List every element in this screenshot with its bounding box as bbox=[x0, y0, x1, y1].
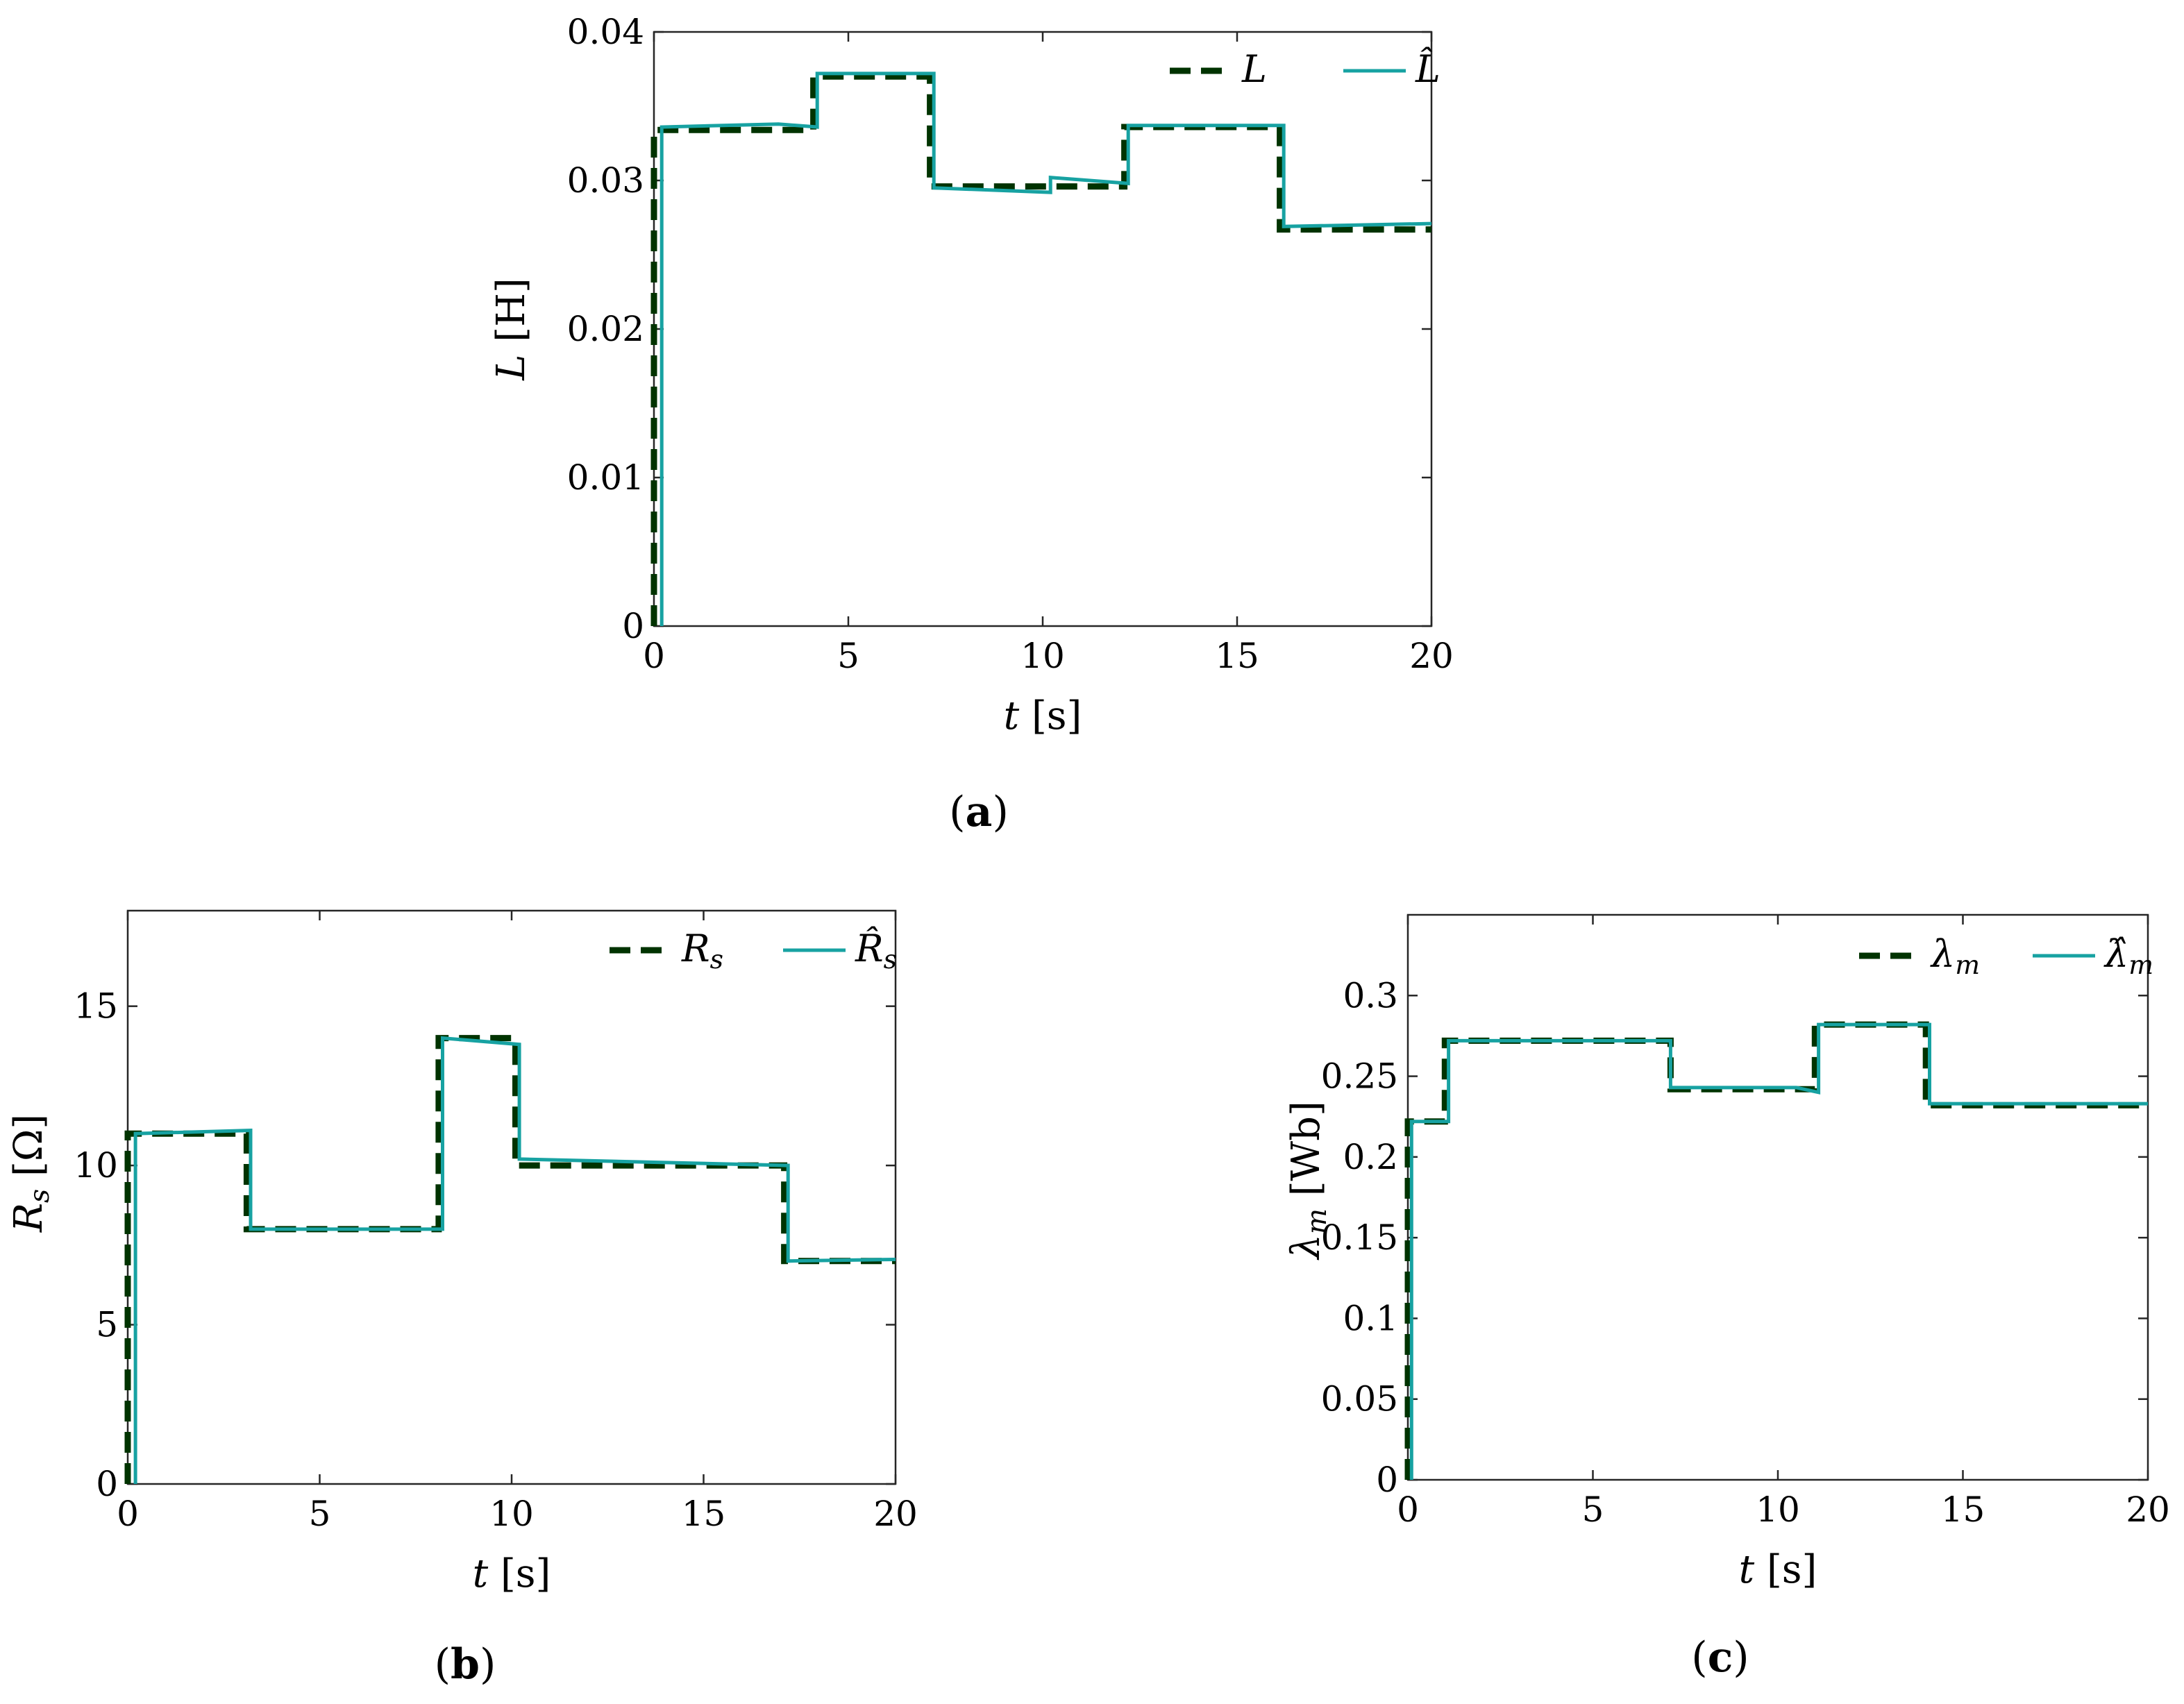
series-line-true bbox=[650, 73, 1431, 626]
y-tick-label: 0.05 bbox=[1321, 1379, 1398, 1419]
y-tick-label: 0.03 bbox=[567, 160, 644, 201]
y-tick-label: 0.1 bbox=[1343, 1298, 1398, 1338]
series-line-estimate bbox=[133, 1036, 896, 1484]
panel-caption: (b) bbox=[435, 1640, 496, 1689]
plot-frame bbox=[1406, 913, 2149, 1481]
x-tick-label: 15 bbox=[1941, 1490, 1985, 1530]
chart-2: 0 5 10 15 20 0 5 10 15 Rs R̂s t [s] Rs [Ω] (b) bbox=[6, 909, 918, 1689]
legend-label: λm bbox=[1930, 932, 1980, 980]
plot-frame bbox=[126, 909, 897, 1485]
y-tick-label: 5 bbox=[96, 1305, 118, 1345]
x-tick-label: 20 bbox=[873, 1494, 918, 1534]
legend-label: L̂ bbox=[1415, 47, 1440, 91]
x-tick-label: 5 bbox=[309, 1494, 331, 1534]
x-tick-label: 10 bbox=[489, 1494, 534, 1534]
y-tick-label: 10 bbox=[74, 1145, 118, 1186]
chart-3: 0 5 10 15 20 0 0.05 0.1 0.15 0.2 0.25 0.3 λm λ̂m t [s]… bbox=[1284, 913, 2170, 1682]
series-line-estimate bbox=[660, 71, 1432, 626]
x-tick-label: 15 bbox=[682, 1494, 726, 1534]
y-tick-label: 0 bbox=[1376, 1460, 1398, 1500]
y-tick-label: 0.25 bbox=[1321, 1056, 1398, 1097]
x-tick-label: 10 bbox=[1020, 636, 1065, 676]
legend: Rs R̂s bbox=[610, 926, 897, 975]
legend: λm λ̂m bbox=[1859, 932, 2153, 980]
y-tick-label: 0.01 bbox=[567, 457, 644, 498]
y-tick-label: 0.2 bbox=[1343, 1137, 1398, 1177]
y-tick-label: 0.15 bbox=[1321, 1217, 1398, 1258]
y-tick-label: 0 bbox=[96, 1464, 118, 1504]
x-tick-label: 15 bbox=[1215, 636, 1259, 676]
x-tick-label: 20 bbox=[1409, 636, 1454, 676]
x-tick-label: 5 bbox=[1582, 1490, 1604, 1530]
y-axis-label: L [H] bbox=[489, 278, 534, 381]
y-tick-label: 0 bbox=[622, 606, 644, 646]
x-tick-label: 0 bbox=[643, 636, 665, 676]
y-tick-label: 15 bbox=[74, 986, 118, 1027]
legend-label: λ̂m bbox=[2103, 932, 2153, 980]
series-line-true bbox=[124, 1035, 896, 1484]
panel-caption: (a) bbox=[949, 788, 1009, 836]
x-axis-label: t [s] bbox=[473, 1551, 551, 1596]
y-tick-label: 0.3 bbox=[1343, 975, 1398, 1015]
panel-caption: (c) bbox=[1691, 1633, 1749, 1682]
x-tick-label: 0 bbox=[117, 1494, 139, 1534]
legend: L L̂ bbox=[1170, 47, 1440, 91]
legend-label: R̂s bbox=[855, 926, 897, 975]
chart-1: 0 5 10 15 20 0 0.01 0.02 0.03 0.04 L L̂ t [s] L [H] (a… bbox=[489, 12, 1454, 836]
x-tick-label: 20 bbox=[2126, 1490, 2170, 1530]
x-tick-label: 10 bbox=[1756, 1490, 1800, 1530]
legend-label: Rs bbox=[681, 927, 723, 975]
x-tick-label: 5 bbox=[837, 636, 859, 676]
x-tick-label: 0 bbox=[1397, 1490, 1419, 1530]
series-line-estimate bbox=[1409, 1022, 2148, 1480]
x-axis-label: t [s] bbox=[1004, 693, 1082, 739]
y-tick-label: 0.02 bbox=[567, 309, 644, 349]
plot-frame bbox=[653, 31, 1433, 627]
y-axis-label: λm [Wb] bbox=[1284, 1101, 1333, 1260]
x-axis-label: t [s] bbox=[1739, 1547, 1817, 1592]
y-tick-label: 0.04 bbox=[567, 12, 644, 52]
y-axis-label: Rs [Ω] bbox=[6, 1114, 56, 1233]
legend-label: L bbox=[1241, 47, 1267, 91]
